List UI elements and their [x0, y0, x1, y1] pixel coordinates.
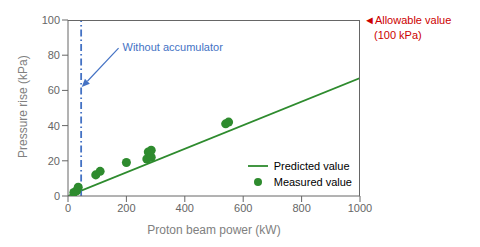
svg-text:Without accumulator: Without accumulator: [123, 41, 224, 53]
svg-text:20: 20: [48, 155, 60, 167]
html-text:Measured value: Measured value: [273, 176, 352, 188]
svg-text:Pressure rise (kPa): Pressure rise (kPa): [16, 55, 30, 158]
html-text:(100 kPa): (100 kPa): [374, 29, 422, 41]
svg-text:600: 600: [234, 202, 252, 214]
svg-text:40: 40: [48, 120, 60, 132]
svg-text:100: 100: [42, 14, 60, 26]
html-text:◄Allowable value: ◄Allowable value: [364, 14, 452, 26]
svg-text:Proton beam power (kW): Proton beam power (kW): [147, 223, 280, 237]
html-text:Predicted value: Predicted value: [273, 160, 350, 172]
svg-text:0: 0: [65, 202, 71, 214]
svg-text:800: 800: [292, 202, 310, 214]
svg-text:200: 200: [117, 202, 135, 214]
svg-text:80: 80: [48, 49, 60, 61]
svg-text:0: 0: [54, 190, 60, 202]
svg-text:1000: 1000: [348, 202, 372, 214]
svg-text:60: 60: [48, 84, 60, 96]
svg-text:400: 400: [176, 202, 194, 214]
